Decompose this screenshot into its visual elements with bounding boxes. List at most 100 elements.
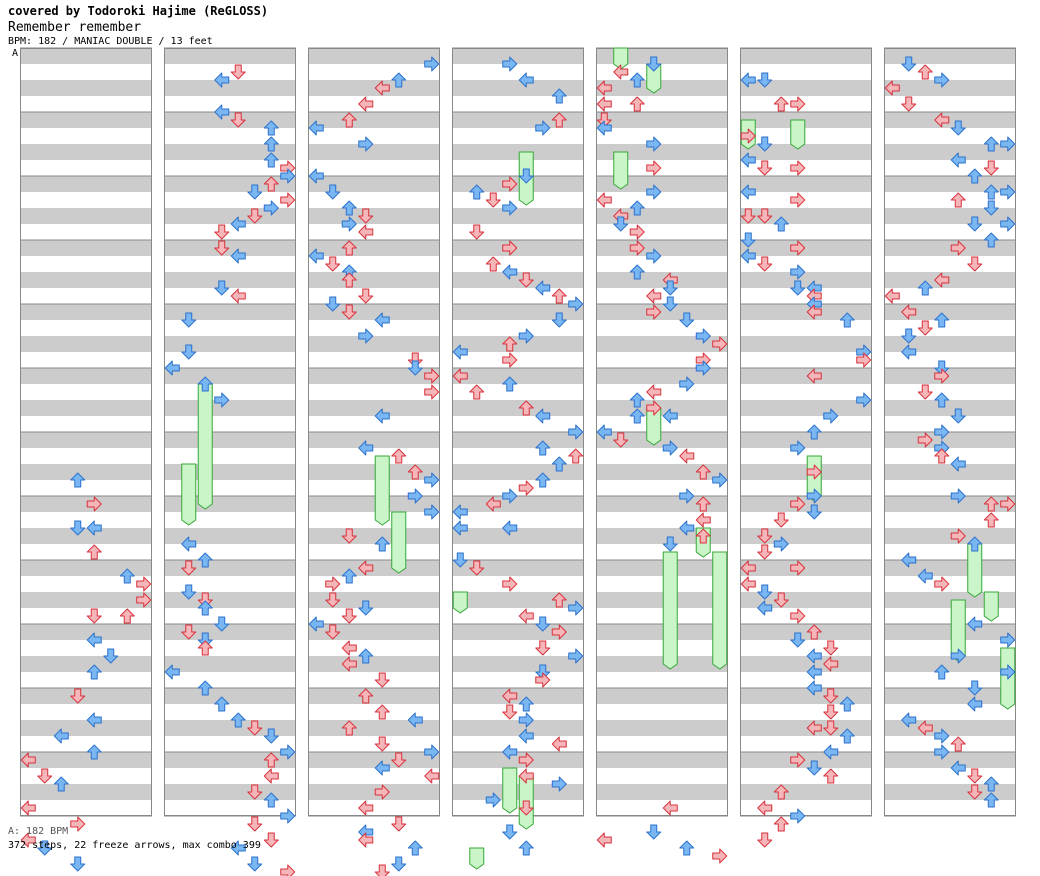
stripe-layer [452,47,584,817]
beat-stripe [308,144,440,160]
step-arrow-l [358,560,374,576]
step-arrow-d [934,360,950,376]
beat-stripe [884,48,1016,64]
step-arrow-d [757,832,773,848]
step-arrow-d [247,856,263,872]
step-arrow-d [950,408,966,424]
step-arrow-u [967,168,983,184]
step-arrow-d [823,640,839,656]
step-arrow-u [374,704,390,720]
step-arrow-u [773,216,789,232]
beat-stripe [884,240,1016,256]
step-arrow-d [535,664,551,680]
step-arrow-r [790,808,806,824]
beat-stripe [20,144,152,160]
beat-stripe [740,496,872,512]
step-arrow-d [181,312,197,328]
freeze-arrow [452,591,468,614]
step-arrow-r [740,128,756,144]
step-arrow-l [917,720,933,736]
step-arrow-d [325,184,341,200]
chart-column-2 [164,47,296,876]
beat-stripe [164,464,296,480]
step-arrow-u [263,792,279,808]
step-arrow-l [806,720,822,736]
beat-stripe [164,144,296,160]
step-arrow-l [374,312,390,328]
step-arrow-u [469,184,485,200]
step-arrow-l [485,496,501,512]
step-arrow-u [983,496,999,512]
beat-stripe [308,368,440,384]
step-arrow-l [86,712,102,728]
step-arrow-d [181,584,197,600]
step-arrow-l [917,568,933,584]
step-arrow-u [341,240,357,256]
step-arrow-d [757,544,773,560]
step-arrow-d [790,280,806,296]
step-arrow-u [629,264,645,280]
step-arrow-l [695,512,711,528]
step-arrow-u [806,624,822,640]
step-arrow-u [341,200,357,216]
step-arrow-l [806,368,822,384]
step-arrow-l [407,712,423,728]
beat-stripe [596,496,728,512]
step-arrow-l [740,560,756,576]
step-arrow-r [502,352,518,368]
beat-stripe [884,336,1016,352]
beat-stripe [884,688,1016,704]
beat-stripe [884,592,1016,608]
step-arrow-d [103,648,119,664]
beat-stripe [452,464,584,480]
beat-stripe [20,592,152,608]
step-arrow-d [502,704,518,720]
step-arrow-d [967,216,983,232]
step-arrow-l [901,712,917,728]
step-arrow-l [502,264,518,280]
beat-stripe [308,48,440,64]
step-arrow-d [341,528,357,544]
beat-stripe [596,688,728,704]
chart-column-1 [20,47,152,872]
beat-stripe [164,112,296,128]
step-arrow-r [518,712,534,728]
beat-stripe [308,272,440,288]
step-arrow-r [823,408,839,424]
step-arrow-u [551,88,567,104]
step-arrow-u [263,752,279,768]
step-arrow-r [790,608,806,624]
column-border [308,48,440,816]
freeze-arrow [181,463,197,526]
step-arrow-u [70,472,86,488]
step-arrow-d [757,256,773,272]
beat-stripe [164,656,296,672]
step-arrow-u [230,712,246,728]
step-arrow-l [950,760,966,776]
beat-stripe [596,368,728,384]
beat-stripe [740,528,872,544]
step-arrow-r [502,176,518,192]
step-arrow-u [469,384,485,400]
step-arrow-r [950,528,966,544]
beat-stripe [884,80,1016,96]
step-arrow-r [950,488,966,504]
step-arrow-d [181,344,197,360]
step-arrow-u [263,120,279,136]
beat-stripe [740,464,872,480]
step-arrow-r [695,360,711,376]
step-arrow-u [983,184,999,200]
beat-stripe [20,432,152,448]
step-arrow-l [341,640,357,656]
step-arrow-d [181,560,197,576]
step-arrow-d [230,64,246,80]
beat-stripe [884,272,1016,288]
beat-stripe [164,560,296,576]
step-arrow-d [452,552,468,568]
note-layer [452,56,584,856]
beat-stripe [596,176,728,192]
step-arrow-u [823,768,839,784]
step-arrow-d [967,768,983,784]
beat-stripe [308,528,440,544]
step-arrow-r [773,536,789,552]
